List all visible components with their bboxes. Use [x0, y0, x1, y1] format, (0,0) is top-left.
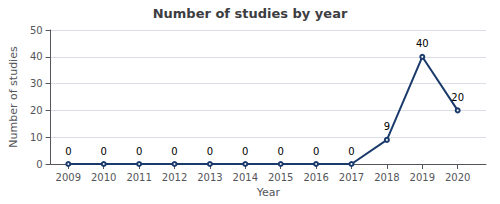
- svg-text:2020: 2020: [445, 172, 470, 183]
- svg-text:Number of studies: Number of studies: [7, 46, 20, 148]
- svg-text:0: 0: [36, 159, 42, 170]
- svg-text:2016: 2016: [303, 172, 328, 183]
- svg-text:2018: 2018: [374, 172, 399, 183]
- svg-text:0: 0: [242, 146, 248, 157]
- svg-text:0: 0: [207, 146, 213, 157]
- svg-text:Number of studies by year: Number of studies by year: [153, 6, 348, 21]
- svg-text:2017: 2017: [339, 172, 364, 183]
- svg-text:2014: 2014: [233, 172, 258, 183]
- svg-text:0: 0: [65, 146, 71, 157]
- svg-text:10: 10: [30, 132, 43, 143]
- svg-text:Year: Year: [256, 186, 281, 199]
- svg-text:2012: 2012: [162, 172, 187, 183]
- svg-text:2009: 2009: [56, 172, 81, 183]
- svg-text:0: 0: [136, 146, 142, 157]
- svg-text:40: 40: [30, 51, 43, 62]
- svg-text:40: 40: [416, 38, 429, 49]
- svg-text:0: 0: [348, 146, 354, 157]
- svg-text:20: 20: [30, 105, 43, 116]
- svg-text:0: 0: [171, 146, 177, 157]
- svg-text:2011: 2011: [126, 172, 151, 183]
- svg-text:2019: 2019: [410, 172, 435, 183]
- svg-text:2015: 2015: [268, 172, 293, 183]
- svg-text:20: 20: [451, 92, 464, 103]
- svg-text:2013: 2013: [197, 172, 222, 183]
- svg-text:0: 0: [313, 146, 319, 157]
- svg-text:50: 50: [30, 25, 43, 36]
- svg-text:30: 30: [30, 78, 43, 89]
- svg-text:9: 9: [384, 121, 390, 132]
- svg-text:0: 0: [101, 146, 107, 157]
- svg-text:0: 0: [278, 146, 284, 157]
- svg-text:2010: 2010: [91, 172, 116, 183]
